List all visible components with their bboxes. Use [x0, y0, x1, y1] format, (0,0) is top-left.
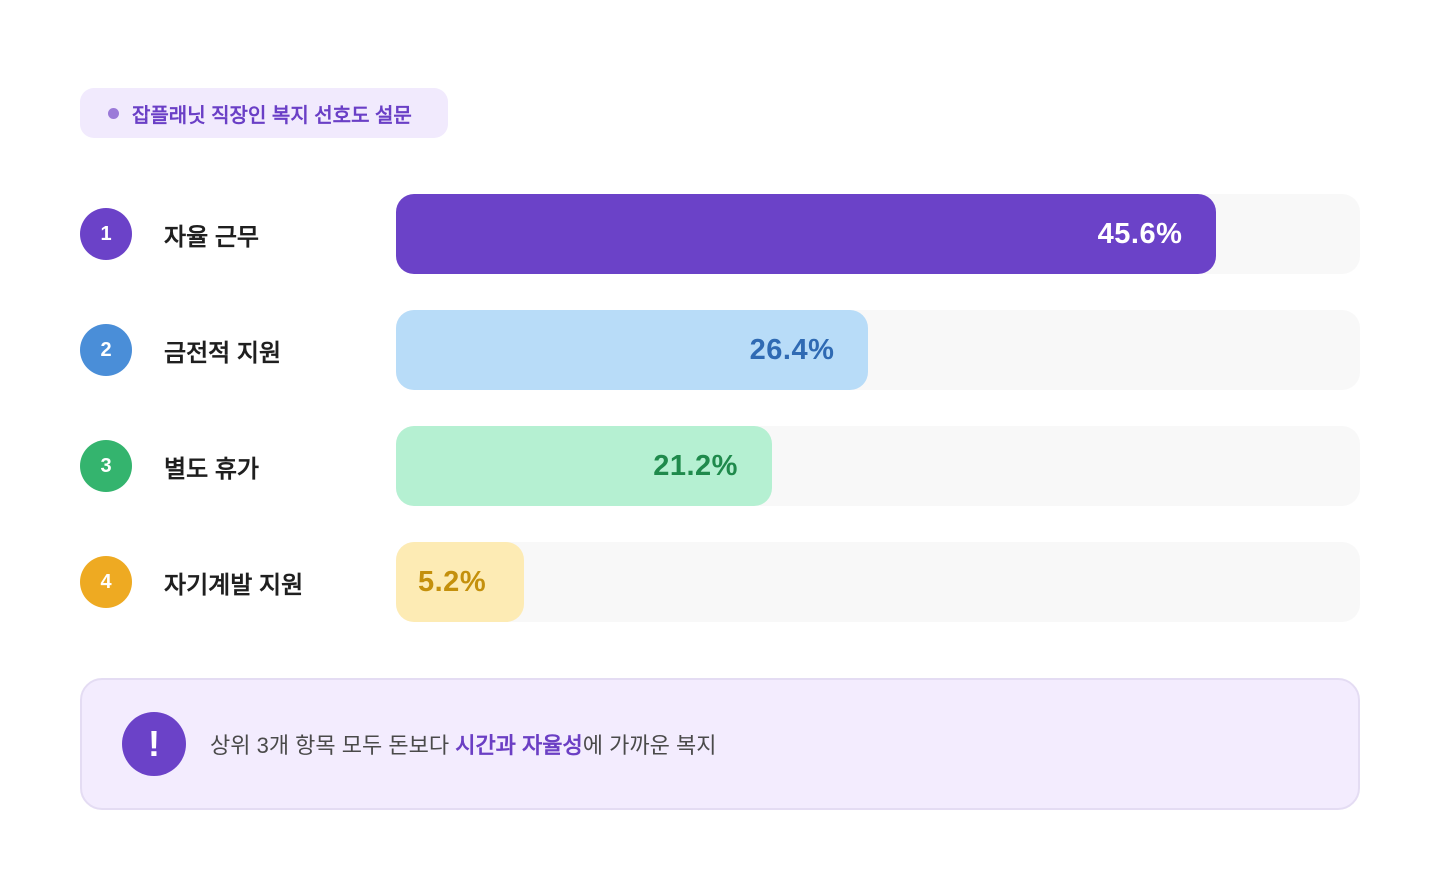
bar-track: 26.4% [396, 310, 1360, 390]
callout-highlight: 시간과 자율성 [455, 733, 583, 758]
bar-track: 21.2% [396, 426, 1360, 506]
bar-track: 5.2% [396, 542, 1360, 622]
exclamation-icon: ! [122, 712, 186, 776]
bar: 45.6% [396, 194, 1217, 274]
chart-row: 1 자율 근무 45.6% [80, 194, 1360, 274]
insight-callout: ! 상위 3개 항목 모두 돈보다 시간과 자율성에 가까운 복지 [80, 678, 1360, 810]
bar-track: 45.6% [396, 194, 1360, 274]
badge-title: 잡플래닛 직장인 복지 선호도 설문 [132, 104, 412, 127]
category-label: 금전적 지원 [164, 339, 282, 367]
bar: 21.2% [396, 426, 772, 506]
chart-row: 3 별도 휴가 21.2% [80, 426, 1360, 506]
category-label: 별도 휴가 [164, 455, 259, 483]
chart-row: 2 금전적 지원 26.4% [80, 310, 1360, 390]
callout-text: 상위 3개 항목 모두 돈보다 시간과 자율성에 가까운 복지 [210, 728, 716, 760]
rank-badge: 1 [80, 208, 132, 260]
bar: 26.4% [396, 310, 869, 390]
rank-badge: 4 [80, 556, 132, 608]
category-label: 자기계발 지원 [164, 571, 304, 599]
callout-text-before: 상위 3개 항목 모두 돈보다 [210, 733, 456, 758]
dot-icon [108, 107, 119, 119]
rank-badge: 2 [80, 324, 132, 376]
rank-badge: 3 [80, 440, 132, 492]
callout-text-after: 에 가까운 복지 [582, 733, 717, 758]
survey-badge: 잡플래닛 직장인 복지 선호도 설문 [80, 88, 448, 138]
category-label: 자율 근무 [164, 223, 259, 251]
bar: 5.2% [396, 542, 525, 622]
bar-chart: 1 자율 근무 45.6% 2 금전적 지원 26.4% 3 별도 휴가 21.… [80, 194, 1360, 658]
chart-row: 4 자기계발 지원 5.2% [80, 542, 1360, 622]
